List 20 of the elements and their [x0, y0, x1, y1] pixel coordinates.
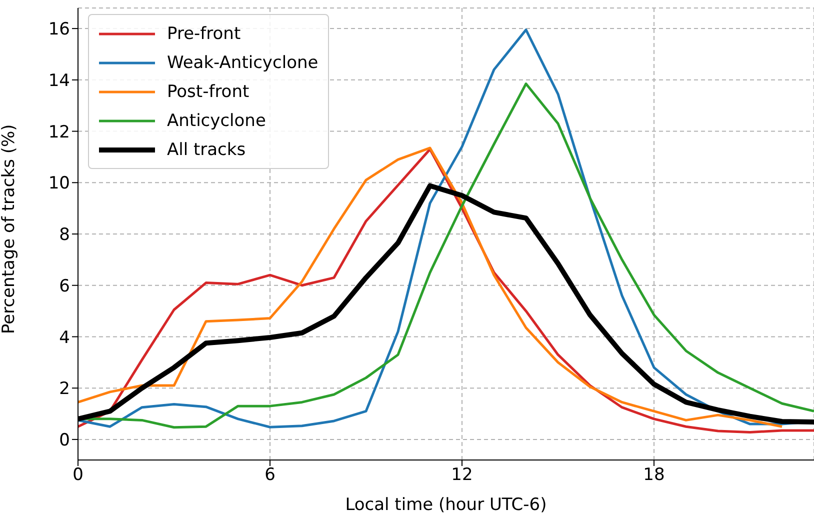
- legend-label: Anticyclone: [167, 110, 266, 130]
- y-tick-label: 6: [59, 276, 70, 296]
- legend-label: Weak-Anticyclone: [167, 52, 318, 72]
- x-tick-label: 18: [643, 465, 665, 486]
- x-tick-label: 6: [264, 465, 276, 486]
- y-tick-label: 0: [59, 430, 70, 450]
- y-tick-label: 10: [48, 174, 70, 194]
- y-tick-label: 16: [48, 20, 70, 40]
- legend-label: All tracks: [167, 140, 246, 160]
- y-tick-label: 8: [59, 225, 70, 246]
- y-tick-label: 14: [48, 70, 70, 91]
- x-axis-title: Local time (hour UTC-6): [345, 495, 547, 515]
- legend-label: Pre-front: [167, 24, 241, 44]
- y-tick-label: 2: [59, 379, 70, 400]
- legend-label: Post-front: [167, 82, 250, 102]
- y-tick-label: 4: [59, 328, 70, 348]
- x-tick-label: 0: [72, 465, 84, 486]
- x-tick-label: 12: [451, 465, 473, 486]
- y-tick-label: 12: [48, 122, 70, 142]
- y-axis-title: Percentage of tracks (%): [0, 124, 20, 334]
